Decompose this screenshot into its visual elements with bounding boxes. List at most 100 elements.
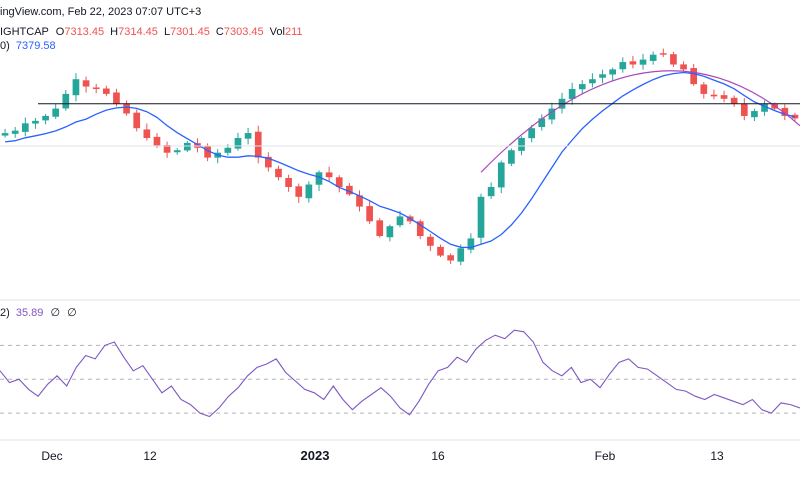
- candle[interactable]: [528, 128, 535, 139]
- candle[interactable]: [102, 88, 110, 94]
- candle[interactable]: [163, 145, 171, 153]
- volume-label: Vol: [269, 26, 285, 38]
- rsi-line: [0, 329, 800, 418]
- candle[interactable]: [568, 89, 576, 99]
- candle[interactable]: [285, 178, 292, 187]
- candle[interactable]: [386, 226, 394, 238]
- candle[interactable]: [659, 53, 667, 55]
- candle[interactable]: [123, 103, 130, 114]
- candle[interactable]: [254, 131, 262, 158]
- candle[interactable]: [133, 112, 141, 129]
- source-line: ingView.com, Feb 22, 2023 07:07 UTC+3: [0, 6, 201, 19]
- symbol-label[interactable]: IGHTCAP: [0, 26, 49, 38]
- candle[interactable]: [447, 255, 454, 261]
- candle[interactable]: [224, 147, 232, 153]
- candle[interactable]: [437, 246, 444, 256]
- candle[interactable]: [508, 150, 515, 164]
- candle[interactable]: [639, 59, 647, 65]
- candle[interactable]: [315, 172, 323, 185]
- high-label: H: [110, 26, 119, 38]
- candle[interactable]: [92, 87, 100, 89]
- candle[interactable]: [416, 221, 424, 236]
- candle[interactable]: [497, 162, 505, 188]
- candle[interactable]: [184, 142, 191, 151]
- candle[interactable]: [376, 220, 384, 236]
- candle[interactable]: [305, 184, 313, 199]
- low-label: L: [163, 26, 171, 38]
- rsi-legend[interactable]: 2) 35.89 ∅ ∅: [0, 307, 77, 320]
- candle[interactable]: [346, 185, 353, 195]
- candle[interactable]: [670, 54, 677, 65]
- candle[interactable]: [396, 216, 404, 226]
- candle[interactable]: [72, 79, 80, 96]
- candle[interactable]: [720, 95, 728, 99]
- candle[interactable]: [548, 108, 556, 120]
- candle[interactable]: [690, 68, 698, 85]
- candle[interactable]: [761, 103, 768, 112]
- candle[interactable]: [427, 236, 434, 246]
- candle[interactable]: [649, 54, 657, 61]
- candle[interactable]: [265, 156, 272, 168]
- candle[interactable]: [204, 146, 211, 158]
- x-tick-label: 2023: [301, 448, 330, 463]
- candle[interactable]: [487, 187, 495, 197]
- candle[interactable]: [42, 115, 49, 121]
- candle[interactable]: [619, 62, 627, 70]
- candle[interactable]: [629, 61, 637, 65]
- moving-average-line: [5, 71, 796, 249]
- candle[interactable]: [194, 143, 201, 148]
- source-text: ingView.com, Feb 22, 2023 07:07 UTC+3: [0, 6, 202, 18]
- candle[interactable]: [477, 196, 485, 238]
- candle[interactable]: [82, 80, 90, 87]
- candle[interactable]: [518, 138, 525, 151]
- candle[interactable]: [710, 94, 718, 97]
- close-label: C: [215, 26, 224, 38]
- candle[interactable]: [609, 69, 616, 75]
- candle[interactable]: [11, 130, 19, 134]
- candle[interactable]: [356, 195, 363, 207]
- candle[interactable]: [335, 177, 343, 187]
- candle[interactable]: [153, 136, 161, 146]
- candle[interactable]: [599, 74, 606, 78]
- candle[interactable]: [589, 79, 596, 84]
- candle[interactable]: [700, 84, 708, 94]
- arc-drawing: [480, 70, 800, 173]
- candle[interactable]: [781, 107, 789, 116]
- x-tick-label: Dec: [41, 449, 62, 463]
- x-tick-label: 13: [710, 449, 724, 463]
- low-value: 7301.45: [170, 26, 210, 38]
- high-value: 7314.45: [118, 26, 158, 38]
- x-tick-label: 16: [431, 449, 445, 463]
- candle[interactable]: [730, 97, 738, 104]
- candle[interactable]: [538, 118, 546, 128]
- candle[interactable]: [325, 172, 333, 178]
- candle[interactable]: [295, 186, 303, 197]
- volume-value: 211: [284, 26, 303, 38]
- candle[interactable]: [751, 111, 758, 118]
- candle[interactable]: [173, 150, 181, 153]
- candle[interactable]: [113, 92, 120, 104]
- candle[interactable]: [578, 84, 586, 90]
- ma-legend[interactable]: 0) 7379.58: [0, 40, 56, 53]
- ma-value: 7379.58: [15, 40, 56, 52]
- candle[interactable]: [244, 133, 252, 139]
- x-tick-label: 12: [143, 449, 157, 463]
- candle[interactable]: [62, 93, 70, 109]
- candle[interactable]: [467, 238, 475, 250]
- rsi-extra-2: ∅: [67, 307, 77, 319]
- candle[interactable]: [143, 129, 151, 138]
- candle[interactable]: [275, 168, 282, 178]
- candle[interactable]: [52, 108, 60, 117]
- candle[interactable]: [32, 120, 39, 124]
- candle[interactable]: [680, 64, 687, 70]
- candle[interactable]: [457, 248, 465, 262]
- close-value: 7303.45: [223, 26, 264, 38]
- rsi-extra-1: ∅: [50, 307, 61, 319]
- candle[interactable]: [21, 123, 29, 132]
- candle[interactable]: [740, 103, 748, 116]
- candle[interactable]: [234, 138, 242, 149]
- candle[interactable]: [366, 206, 373, 222]
- candle[interactable]: [1, 133, 9, 136]
